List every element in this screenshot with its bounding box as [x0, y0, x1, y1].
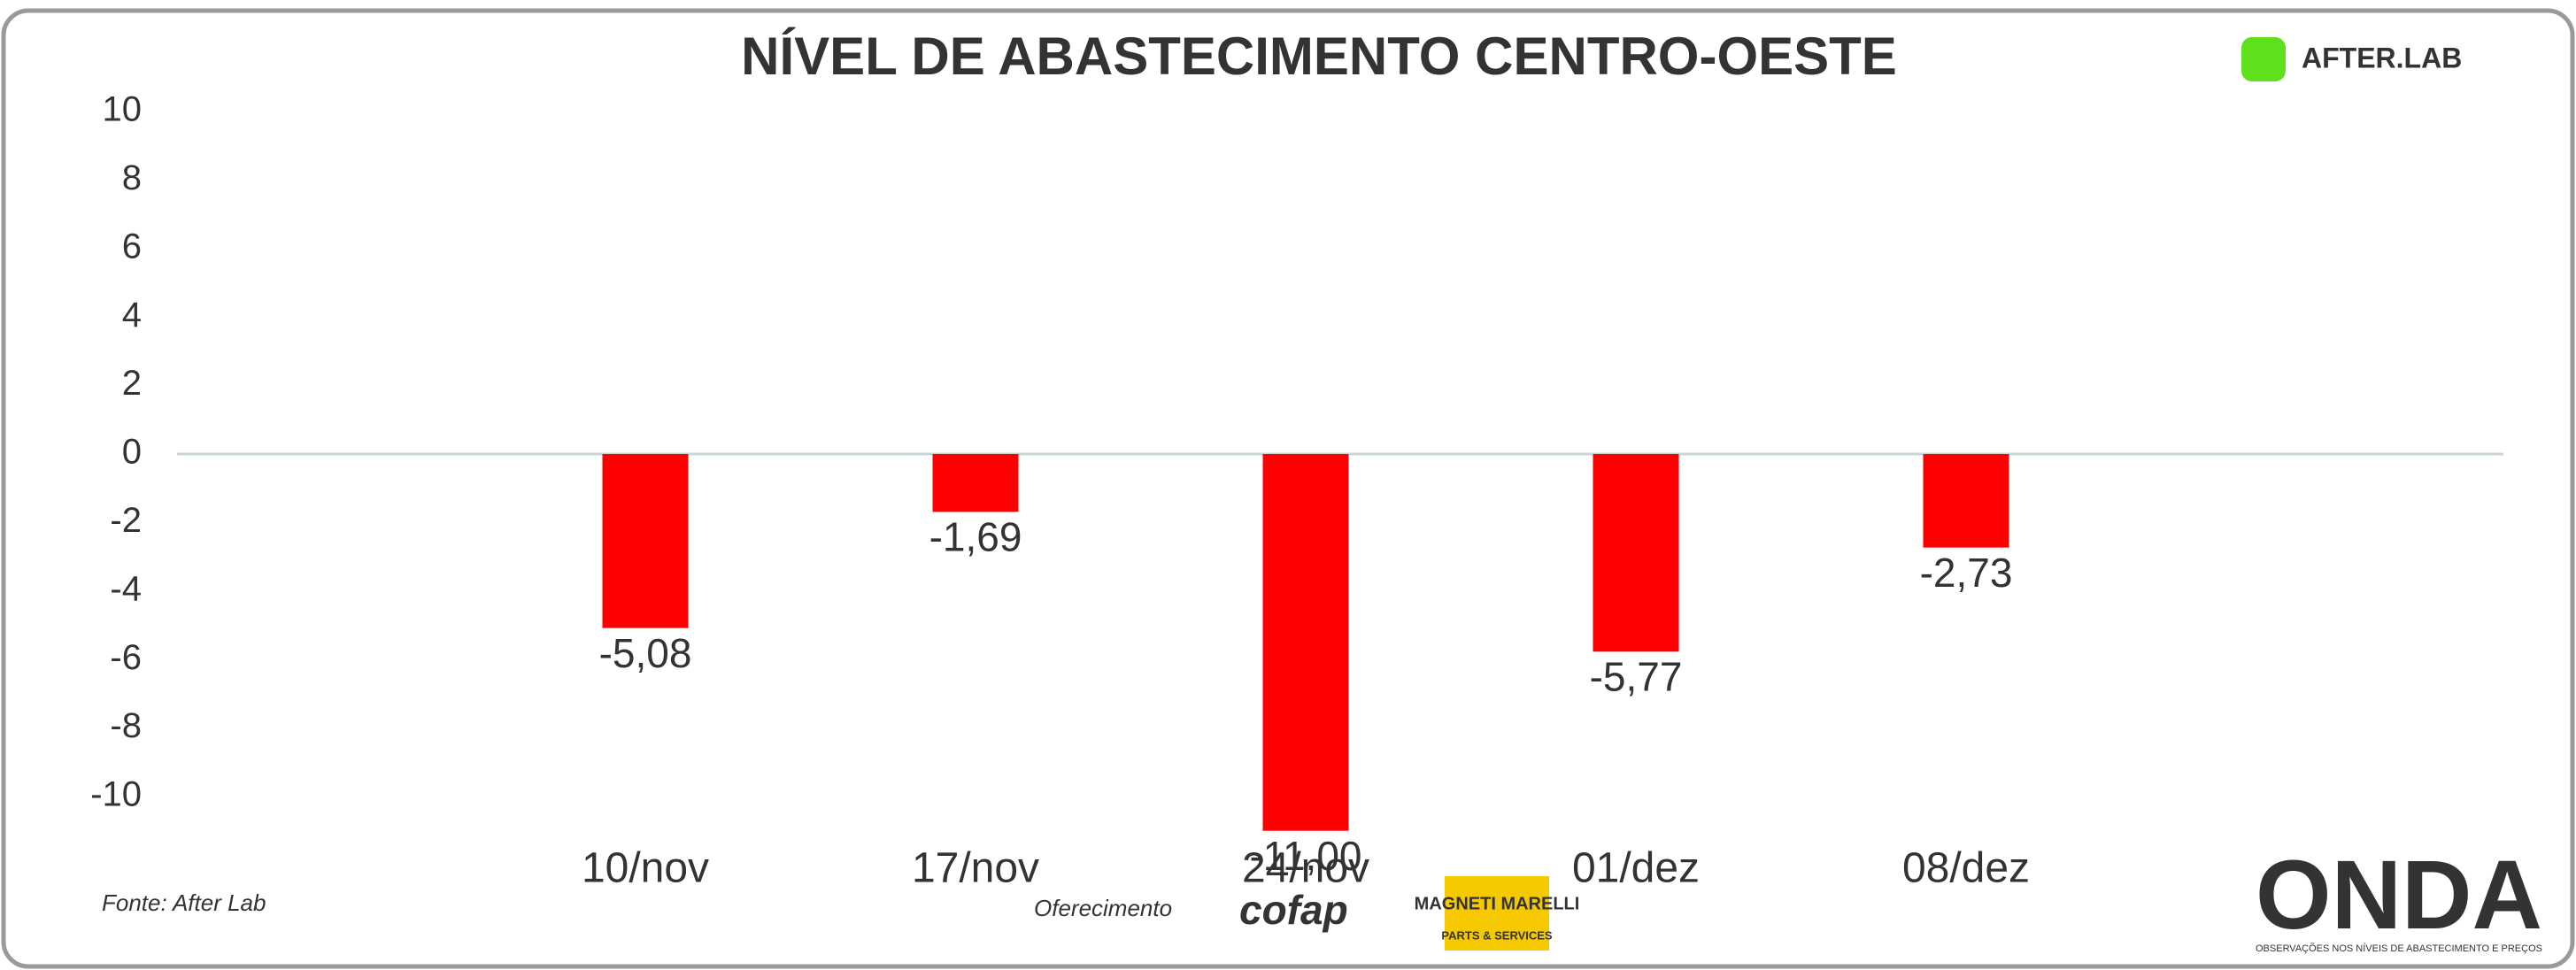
mm-text: MAGNETI MARELLI [1415, 894, 1580, 913]
y-tick-label: -8 [110, 706, 142, 745]
x-tick-label: 17/nov [912, 845, 1039, 892]
bar [1923, 454, 2009, 548]
y-tick-label: -4 [110, 569, 142, 608]
logo-text: AFTER.LAB [2302, 42, 2462, 73]
y-tick-label: 2 [122, 364, 142, 403]
y-tick-label: 0 [122, 433, 142, 472]
after-lab-logo: AFTER.LAB [2241, 37, 2462, 81]
value-label: -1,69 [929, 514, 1022, 560]
cofap-logo: cofap [1239, 887, 1348, 933]
mm-sub: PARTS & SERVICES [1441, 928, 1553, 942]
y-tick-label: -2 [110, 501, 142, 540]
y-tick-label: 6 [122, 227, 142, 266]
logo-icon [2241, 37, 2286, 81]
y-tick-label: -10 [90, 775, 142, 814]
y-tick-label: 10 [103, 90, 143, 129]
bar [602, 454, 689, 628]
x-tick-label: 24/nov [1242, 845, 1369, 892]
value-label: -5,08 [599, 630, 692, 676]
bar [932, 454, 1019, 512]
bar [1262, 454, 1349, 831]
x-tick-label: 01/dez [1572, 845, 1700, 892]
sponsor-label: Oferecimento [1034, 895, 1172, 921]
x-tick-label: 10/nov [582, 845, 709, 892]
chart-title: NÍVEL DE ABASTECIMENTO CENTRO-OESTE [741, 27, 1897, 86]
magneti-marelli-logo: MAGNETI MARELLI PARTS & SERVICES [1415, 876, 1580, 951]
y-tick-label: 4 [122, 296, 142, 335]
onda-tagline: OBSERVAÇÕES NOS NÍVEIS DE ABASTECIMENTO … [2256, 943, 2542, 954]
y-tick-label: -6 [110, 638, 142, 677]
x-tick-label: 08/dez [1902, 845, 2030, 892]
value-label: -11,00 [1249, 833, 1361, 879]
source: Fonte: After Lab [102, 889, 266, 916]
mm-box [1445, 876, 1549, 951]
y-tick-label: 8 [122, 158, 142, 197]
onda-logo: ONDA [2256, 841, 2542, 950]
bar [1593, 454, 1679, 652]
value-label: -5,77 [1590, 653, 1683, 699]
value-label: -2,73 [1920, 550, 2013, 596]
